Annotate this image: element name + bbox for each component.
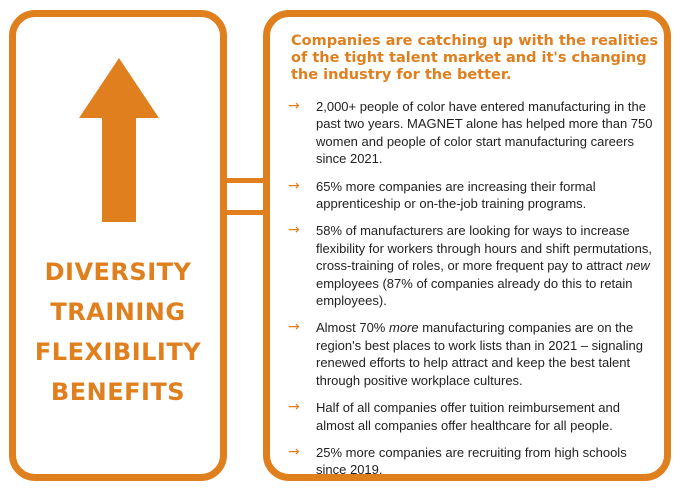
bullet-text: 2,000+ people of color have entered manu… (316, 99, 653, 167)
list-item: → 25% more companies are recruiting from… (288, 444, 660, 479)
right-arrow-icon: → (288, 399, 300, 416)
right-panel (263, 10, 671, 481)
connector-line-top (227, 178, 263, 183)
list-item: → 65% more companies are increasing thei… (288, 178, 660, 213)
right-arrow-icon: → (288, 443, 300, 460)
list-item: → Almost 70% more manufacturing companie… (288, 319, 660, 389)
bullet-emphasis: new (625, 258, 650, 274)
right-arrow-icon: → (288, 177, 300, 194)
keyword-list: DIVERSITY TRAINING FLEXIBILITY BENEFITS (9, 252, 227, 412)
right-arrow-icon: → (288, 319, 300, 336)
bullet-text-end: manufacturing companies are on the regio… (316, 320, 643, 388)
bullet-text: Half of all companies offer tuition reim… (316, 400, 620, 433)
keyword-flexibility: FLEXIBILITY (34, 338, 202, 366)
list-item: → 2,000+ people of color have entered ma… (288, 98, 660, 168)
bullet-emphasis: more (388, 320, 419, 336)
bullet-text-start: Almost 70% (316, 320, 389, 336)
connector-line-bottom (227, 210, 263, 215)
keyword-benefits: BENEFITS (50, 378, 186, 406)
bullet-list: → 2,000+ people of color have entered ma… (288, 98, 660, 489)
keyword-diversity: DIVERSITY (44, 258, 192, 286)
bullet-text-end: employees (87% of companies already do t… (316, 275, 633, 309)
bullet-text-start: 58% of manufacturers are looking for way… (316, 223, 652, 274)
list-item: → 58% of manufacturers are looking for w… (288, 222, 660, 309)
right-arrow-icon: → (288, 222, 300, 239)
bullet-text: 25% more companies are recruiting from h… (316, 444, 627, 478)
bullet-text: 65% more companies are increasing their … (316, 178, 596, 212)
keyword-training: TRAINING (50, 298, 186, 326)
headline: Companies are catching up with the reali… (291, 33, 659, 83)
right-arrow-icon: → (288, 98, 300, 114)
list-item: → Half of all companies offer tuition re… (288, 399, 660, 434)
up-arrow-icon (79, 58, 159, 222)
